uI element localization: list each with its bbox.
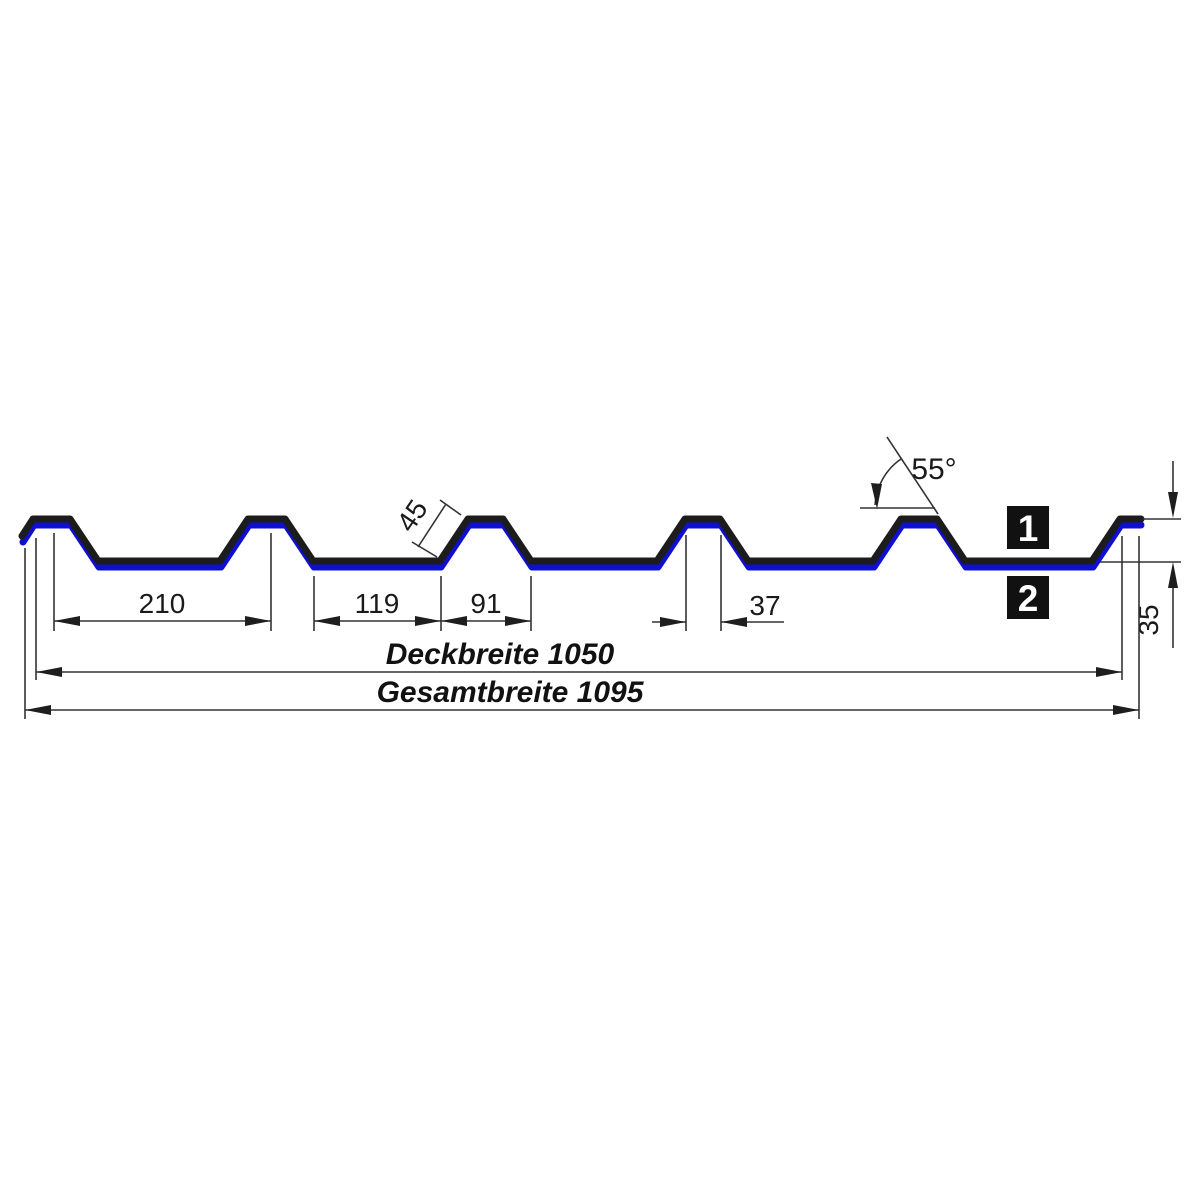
dim-label-55: 55°: [911, 453, 956, 486]
dim-label-35: 35: [1133, 604, 1164, 635]
dim-arrow-right: [1113, 705, 1139, 715]
dim-profile-height: 35: [1100, 461, 1181, 648]
dim-rib-pitch: 210: [53, 533, 272, 631]
dim-valley-width: 119: [313, 576, 442, 631]
marker-2-box: [1007, 576, 1049, 619]
dim-label-37: 37: [749, 590, 780, 621]
dim-arrow-right: [245, 616, 271, 626]
dim-ext-line: [439, 499, 462, 516]
dim-arrow-left: [441, 616, 467, 626]
dim-arrow-right-in: [660, 617, 686, 627]
dim-slope-angle: 55°: [860, 436, 957, 515]
dim-arrow-left-in: [721, 617, 747, 627]
dim-arrow-down: [1168, 492, 1178, 518]
profile-outline: [18, 515, 1145, 565]
dim-arrow-right: [505, 616, 531, 626]
marker-top-side: 1: [1007, 506, 1049, 549]
dim-ext-line: [411, 541, 438, 558]
marker-2-label: 2: [1018, 578, 1039, 619]
angle-arrow: [871, 483, 882, 509]
dim-total-width: Gesamtbreite 1095: [24, 536, 1140, 719]
dim-line: [417, 503, 447, 548]
dim-label-91: 91: [470, 588, 501, 619]
dim-label-119: 119: [355, 588, 400, 619]
dim-arrow-up: [1168, 562, 1178, 588]
dim-rib-top-width: 37: [652, 535, 784, 631]
dim-arrow-left: [314, 616, 340, 626]
marker-1-label: 1: [1018, 508, 1039, 549]
dim-arrow-right: [415, 616, 441, 626]
dim-cover-width: Deckbreite 1050: [35, 536, 1123, 680]
dim-arrow-left: [36, 667, 62, 677]
dim-arrow-left: [25, 705, 51, 715]
cover-width-label: Deckbreite 1050: [386, 638, 615, 671]
marker-1-box: [1007, 506, 1049, 549]
dim-label-45: 45: [391, 494, 434, 537]
angle-slope-line: [886, 436, 939, 515]
dim-arrow-left: [54, 616, 80, 626]
marker-bottom-side: 2: [1007, 576, 1049, 619]
dim-arrow-right: [1096, 667, 1122, 677]
dim-rib-base-width: 91: [441, 576, 532, 631]
total-width-label: Gesamtbreite 1095: [377, 676, 645, 709]
dim-label-210: 210: [139, 588, 186, 619]
